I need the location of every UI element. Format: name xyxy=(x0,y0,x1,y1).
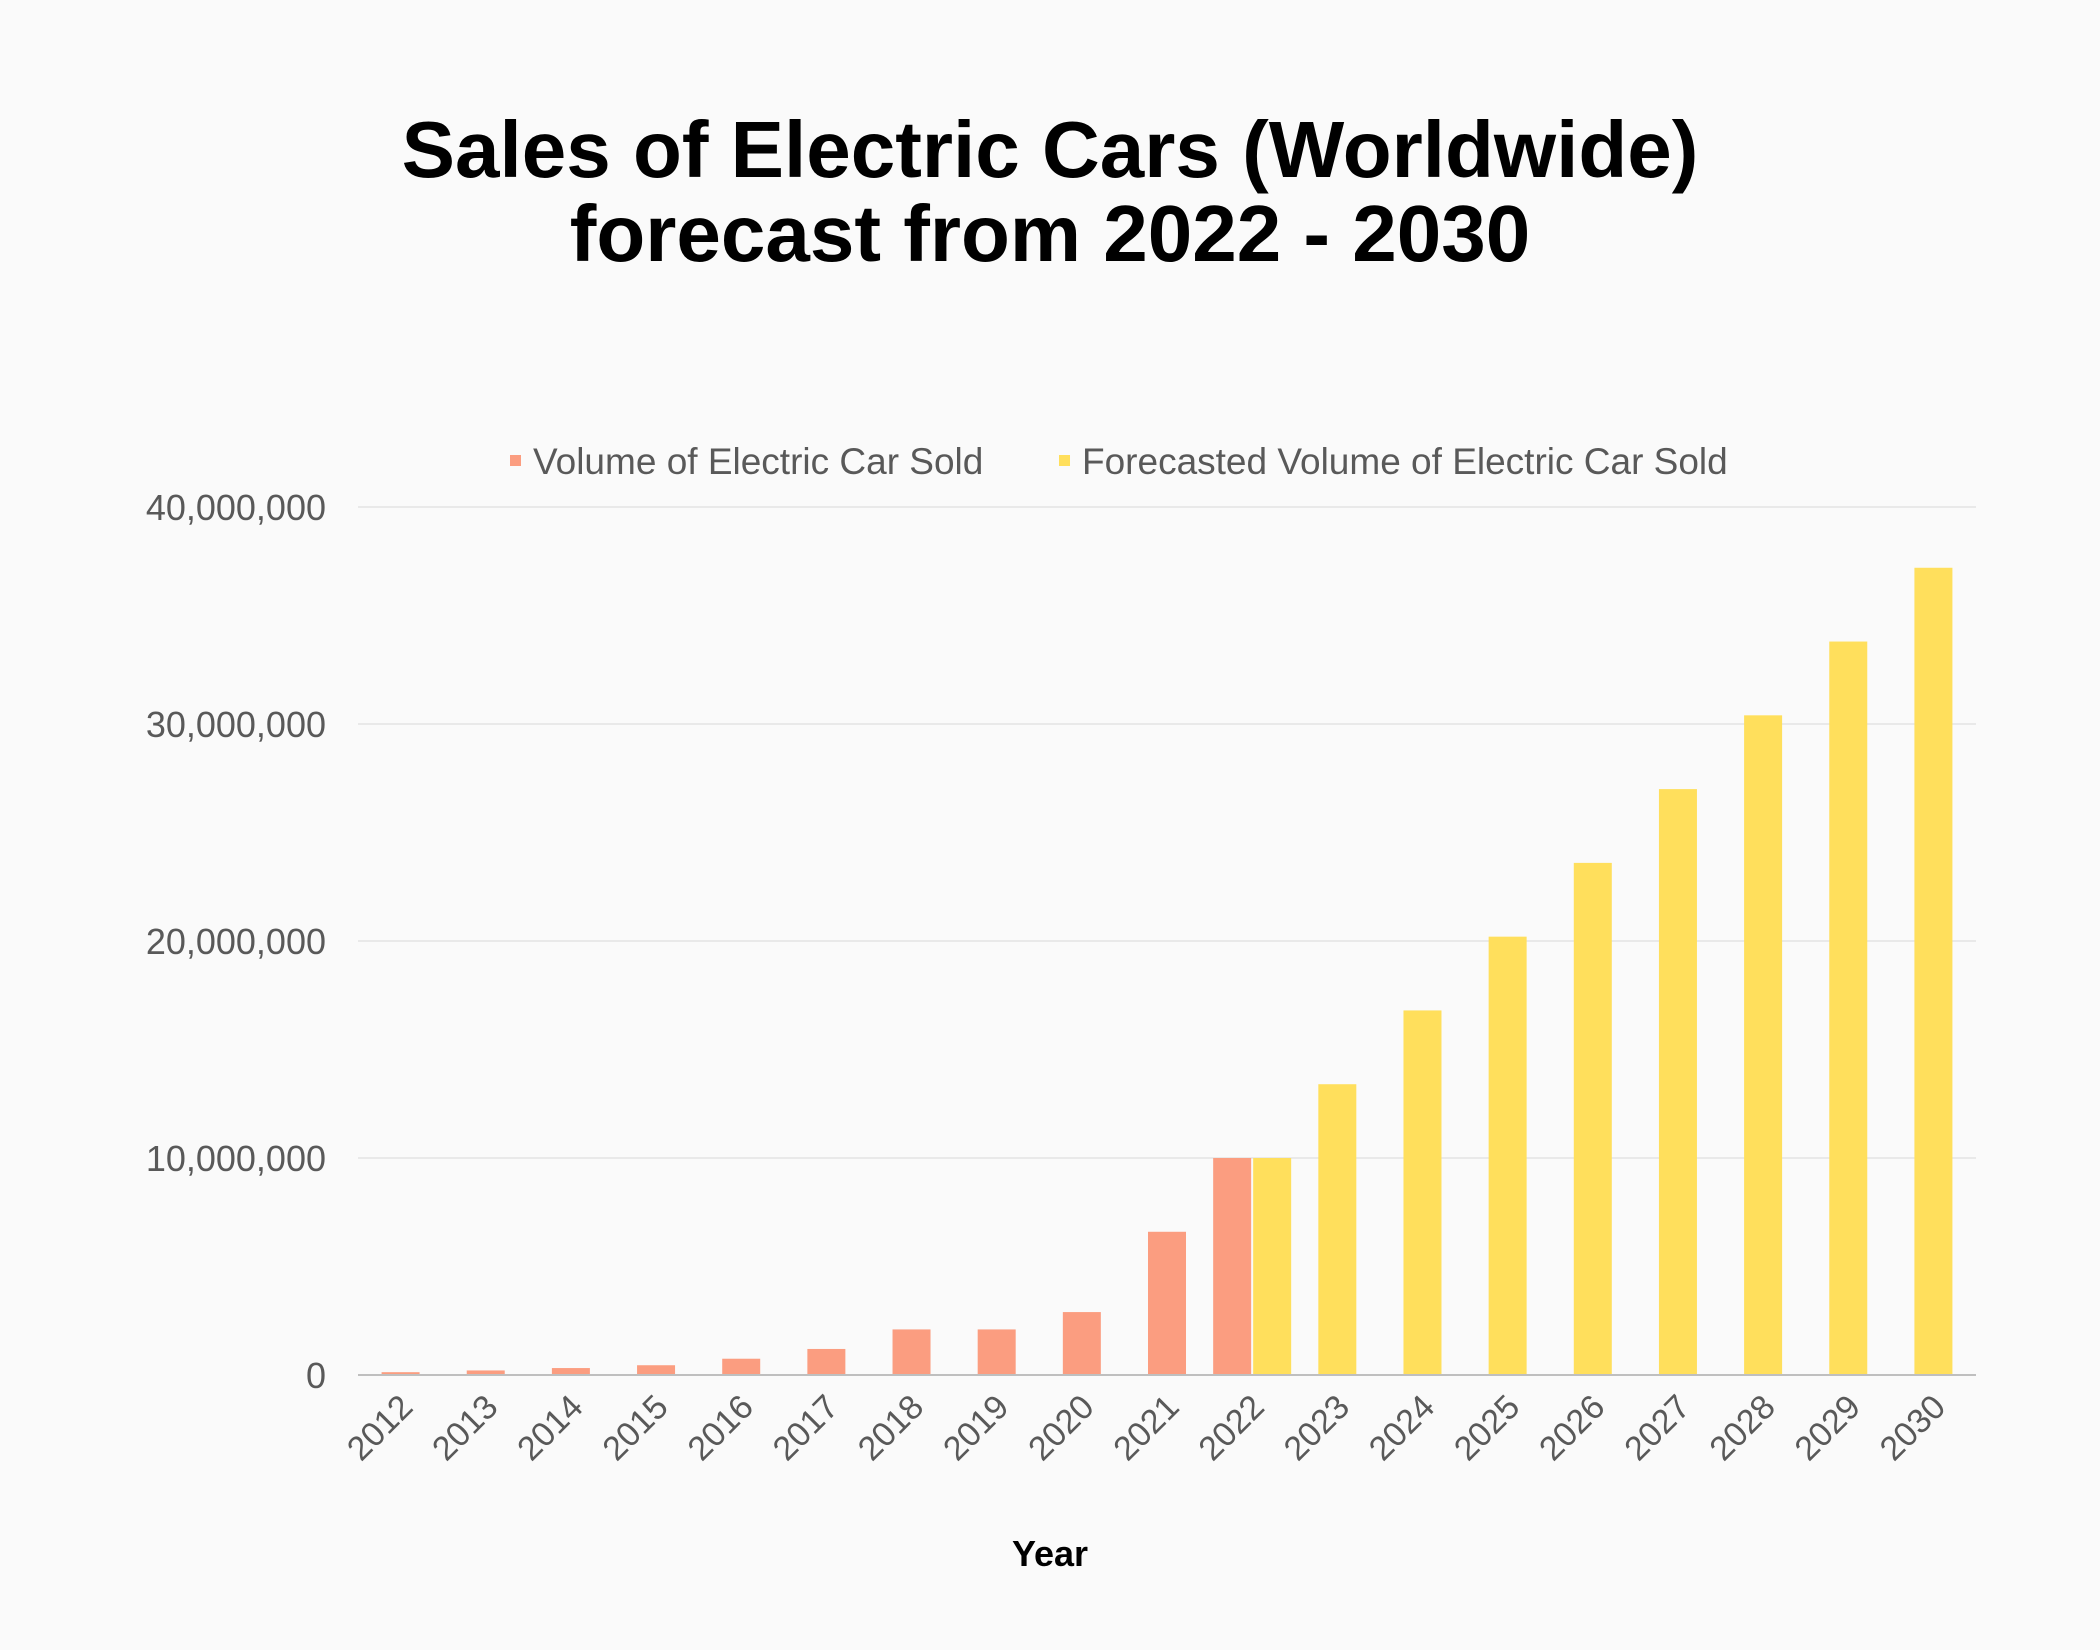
bar-forecast-2025 xyxy=(1488,936,1527,1375)
x-tick-label: 2023 xyxy=(1277,1388,1357,1468)
bar-actual-2016 xyxy=(722,1358,761,1375)
y-tick-label: 0 xyxy=(306,1355,326,1396)
x-tick-label: 2016 xyxy=(681,1388,761,1468)
y-tick-label: 40,000,000 xyxy=(146,487,326,528)
chart-title-line-1: Sales of Electric Cars (Worldwide) xyxy=(401,105,1699,194)
bar-actual-2015 xyxy=(637,1365,676,1375)
x-tick-label: 2012 xyxy=(340,1388,420,1468)
x-tick-label: 2019 xyxy=(936,1388,1016,1468)
x-tick-label: 2020 xyxy=(1021,1388,1101,1468)
legend: Volume of Electric Car Sold Forecasted V… xyxy=(510,441,1728,482)
x-tick-label: 2028 xyxy=(1702,1388,1782,1468)
y-tick-label: 30,000,000 xyxy=(146,704,326,745)
x-tick-label: 2017 xyxy=(766,1388,846,1468)
x-tick-label: 2013 xyxy=(425,1388,505,1468)
x-tick-label: 2014 xyxy=(510,1388,590,1468)
bar-forecast-2028 xyxy=(1744,715,1783,1375)
bar-actual-2018 xyxy=(892,1329,931,1375)
bar-forecast-2029 xyxy=(1829,641,1868,1375)
bar-actual-2021 xyxy=(1148,1231,1186,1375)
x-tick-label: 2027 xyxy=(1617,1388,1697,1468)
y-tick-label: 10,000,000 xyxy=(146,1138,326,1179)
bar-forecast-2030 xyxy=(1914,567,1953,1375)
gridlines xyxy=(358,506,1976,1159)
x-tick-label: 2021 xyxy=(1106,1388,1186,1468)
legend-label-actual: Volume of Electric Car Sold xyxy=(533,441,983,482)
x-tick-label: 2018 xyxy=(851,1388,931,1468)
bar-forecast-2023 xyxy=(1318,1084,1357,1375)
bar-actual-2013 xyxy=(466,1370,505,1375)
x-tick-label: 2025 xyxy=(1447,1388,1527,1468)
y-tick-label: 20,000,000 xyxy=(146,921,326,962)
bar-actual-2012 xyxy=(381,1372,420,1375)
x-tick-label: 2029 xyxy=(1788,1388,1868,1468)
x-axis-tick-labels: 2012 2013 2014 2015 2016 2017 2018 2019 2020 2021… xyxy=(340,1388,1953,1468)
bars xyxy=(381,567,1953,1375)
bar-actual-2019 xyxy=(977,1329,1016,1375)
x-tick-label: 2022 xyxy=(1191,1388,1271,1468)
bar-forecast-2024 xyxy=(1403,1010,1442,1375)
x-tick-label: 2024 xyxy=(1362,1388,1442,1468)
chart-title: Sales of Electric Cars (Worldwide) forec… xyxy=(0,108,2100,276)
x-tick-label: 2026 xyxy=(1532,1388,1612,1468)
bar-actual-2022 xyxy=(1213,1158,1252,1375)
x-axis-title: Year xyxy=(1012,1533,1088,1574)
x-tick-label: 2015 xyxy=(595,1388,675,1468)
bar-actual-2017 xyxy=(807,1348,846,1375)
legend-label-forecast: Forecasted Volume of Electric Car Sold xyxy=(1082,441,1728,482)
bar-actual-2020 xyxy=(1062,1312,1101,1375)
bar-forecast-2027 xyxy=(1658,789,1697,1375)
bar-forecast-2026 xyxy=(1573,862,1612,1375)
bar-forecast-2022 xyxy=(1253,1158,1292,1375)
legend-swatch-forecast xyxy=(1059,455,1070,466)
chart-title-line-2: forecast from 2022 - 2030 xyxy=(569,189,1531,278)
legend-swatch-actual xyxy=(510,455,521,466)
bar-actual-2014 xyxy=(551,1368,590,1375)
x-tick-label: 2030 xyxy=(1873,1388,1953,1468)
y-axis-tick-labels: 0 10,000,000 20,000,000 30,000,000 40,000,00… xyxy=(146,487,326,1396)
